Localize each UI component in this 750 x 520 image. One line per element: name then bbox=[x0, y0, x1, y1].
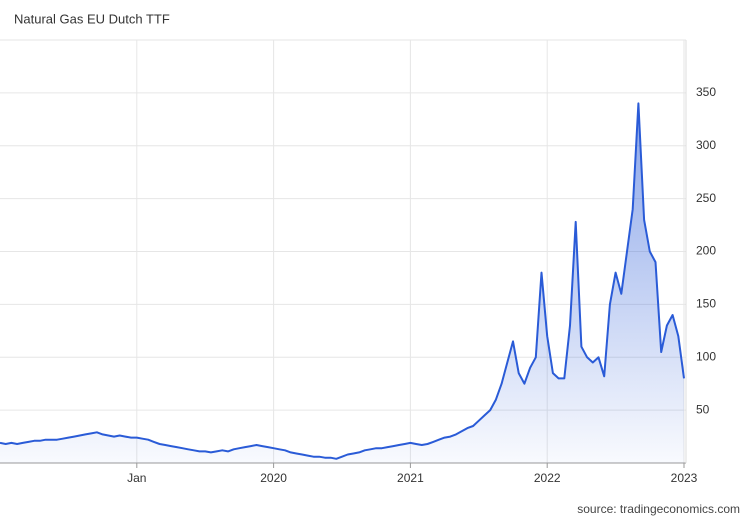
area-fill bbox=[0, 103, 684, 464]
y-tick-label: 250 bbox=[696, 191, 716, 205]
y-tick-label: 50 bbox=[696, 402, 710, 416]
y-tick-label: 150 bbox=[696, 297, 716, 311]
price-line bbox=[0, 102, 685, 460]
source: source: tradingeconomics.com bbox=[577, 502, 740, 516]
y-tick-label: 100 bbox=[696, 349, 716, 363]
y-tick-label: 200 bbox=[696, 244, 716, 258]
x-tick-label: 2022 bbox=[534, 471, 561, 485]
x-tick-label: 2023 bbox=[671, 471, 698, 485]
chart-title: Natural Gas EU Dutch TTF bbox=[14, 11, 170, 26]
y-tick-label: 300 bbox=[696, 138, 716, 152]
y-tick-label: 350 bbox=[696, 85, 716, 99]
x-tick-label: Jan bbox=[127, 471, 146, 485]
x-tick-label: 2020 bbox=[260, 471, 287, 485]
x-tick-label: 2021 bbox=[397, 471, 424, 485]
